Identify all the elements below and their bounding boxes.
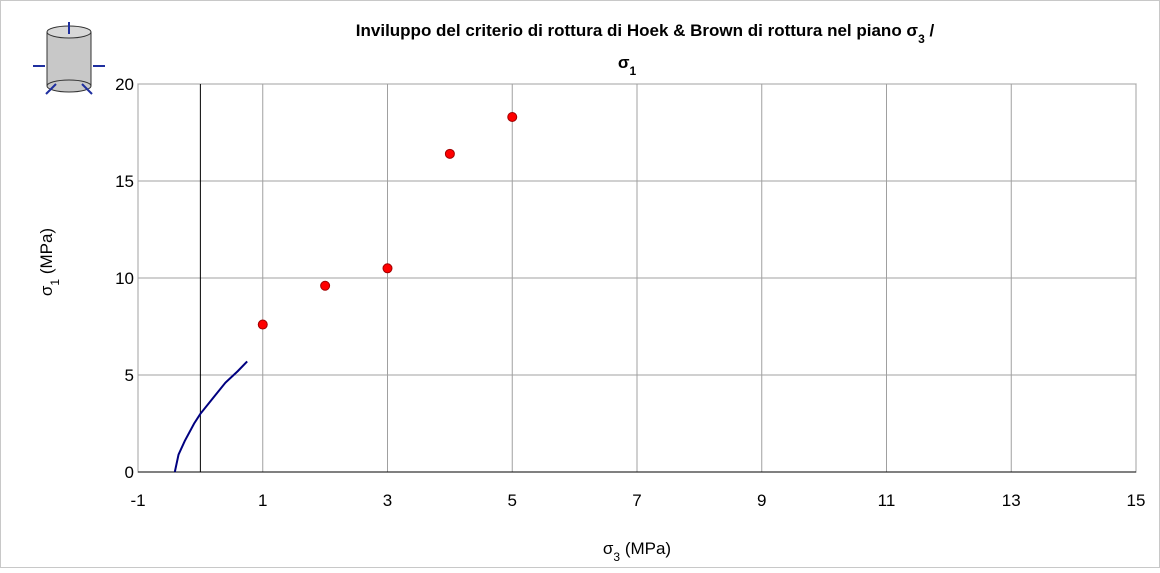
x-tick-label: 5 [508, 491, 517, 510]
envelope-line [173, 360, 248, 473]
icon [33, 22, 105, 95]
x-tick-label: 15 [1127, 491, 1146, 510]
y-tick-label: 15 [115, 172, 134, 191]
label-part: 3 [613, 550, 620, 564]
chart-title: Inviluppo del criterio di rottura di Hoe… [356, 21, 935, 46]
label-part: (MPa) [37, 228, 56, 279]
label-part: Inviluppo del criterio di rottura di Hoe… [356, 21, 919, 40]
label-part: 3 [918, 32, 925, 46]
x-tick-label: 1 [258, 491, 267, 510]
x-axis-label: σ3 (MPa) [603, 539, 671, 564]
x-tick-label: -1 [130, 491, 145, 510]
x-tick-label: 7 [632, 491, 641, 510]
y-tick-label: 0 [125, 463, 134, 482]
label-part: σ [618, 53, 630, 72]
label-part: (MPa) [620, 539, 671, 558]
x-tick-label: 11 [878, 491, 896, 510]
chart-title: σ1 [618, 53, 637, 78]
label-part: / [925, 21, 935, 40]
data-point [257, 319, 268, 330]
data-point [320, 280, 331, 291]
data-point [507, 111, 518, 122]
x-tick-label: 9 [757, 491, 766, 510]
label-part: 1 [629, 64, 636, 78]
label-part: 1 [48, 279, 62, 286]
y-tick-label: 20 [115, 75, 134, 94]
y-axis-label: σ1 (MPa) [37, 228, 62, 296]
x-tick-label: 13 [1002, 491, 1021, 510]
y-tick-label: 5 [125, 366, 134, 385]
label-part: σ [37, 285, 56, 296]
y-tick-label: 10 [115, 269, 134, 288]
data-point [382, 263, 393, 274]
label-part: σ [603, 539, 614, 558]
x-tick-label: 3 [383, 491, 392, 510]
data-point [444, 148, 455, 159]
